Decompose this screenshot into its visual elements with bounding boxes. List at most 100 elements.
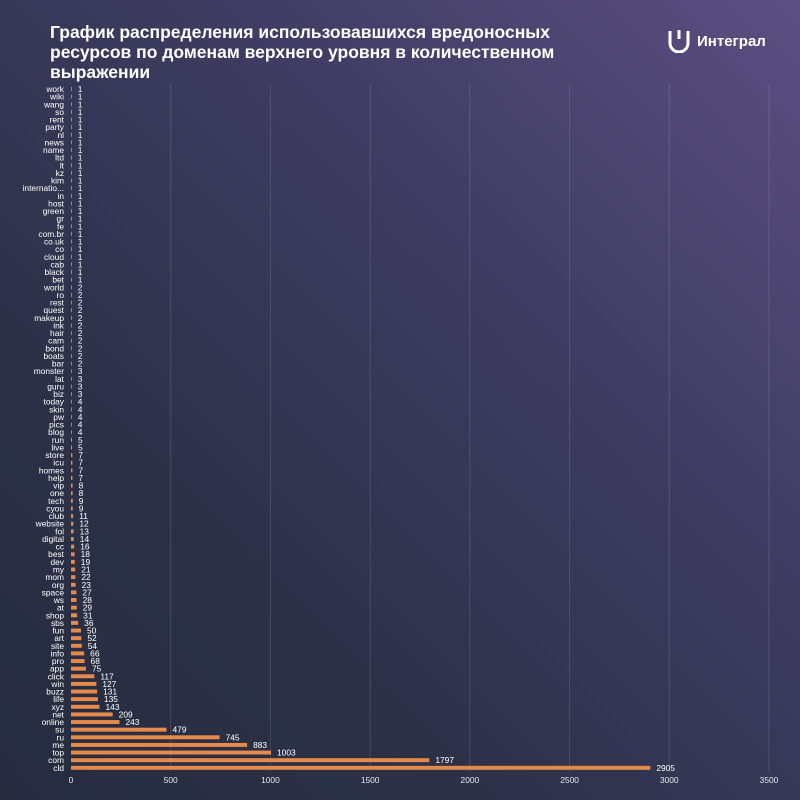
category-label: fun — [52, 626, 64, 636]
category-label: ink — [53, 320, 65, 330]
category-label: rent — [50, 115, 65, 125]
value-label: 7 — [78, 458, 83, 468]
value-label: 209 — [119, 709, 133, 719]
value-label: 479 — [173, 725, 187, 735]
value-label: 12 — [79, 519, 89, 529]
category-label: quest — [44, 305, 65, 315]
value-label: 36 — [84, 618, 94, 628]
value-label: 1 — [78, 122, 83, 132]
value-label: 29 — [83, 603, 93, 613]
category-label: work — [45, 84, 64, 94]
category-label: bet — [52, 275, 64, 285]
bar — [71, 430, 72, 435]
value-label: 8 — [79, 488, 84, 498]
category-label: dev — [50, 557, 64, 567]
category-label: mom — [45, 572, 64, 582]
bar — [71, 308, 72, 313]
value-label: 4 — [78, 404, 83, 414]
category-label: makeup — [34, 313, 64, 323]
bar — [71, 399, 72, 404]
bar — [71, 437, 72, 442]
value-label: 1 — [78, 115, 83, 125]
bar — [71, 102, 72, 107]
bar — [71, 292, 72, 297]
value-label: 1797 — [435, 755, 454, 765]
value-label: 7 — [78, 473, 83, 483]
value-label: 28 — [83, 595, 93, 605]
bar — [71, 353, 72, 358]
bar — [71, 468, 73, 473]
category-label: fe — [57, 221, 64, 231]
bar — [71, 414, 72, 419]
bar — [71, 537, 74, 541]
category-label: com — [48, 755, 64, 765]
category-label: ws — [53, 595, 64, 605]
value-label: 5 — [78, 442, 83, 452]
category-label: digital — [42, 534, 64, 544]
category-label: ltd — [55, 153, 64, 163]
value-label: 4 — [78, 412, 83, 422]
x-tick-label: 500 — [164, 775, 178, 785]
value-label: 54 — [88, 641, 98, 651]
grid-lines — [170, 84, 770, 772]
value-label: 2 — [78, 343, 83, 353]
bar — [71, 87, 72, 91]
value-label: 1 — [78, 160, 83, 170]
bar — [71, 498, 73, 503]
category-label: cc — [56, 542, 64, 552]
bar — [71, 552, 75, 557]
value-label: 2 — [78, 290, 83, 300]
bar — [71, 140, 72, 145]
value-label: 1 — [78, 191, 83, 201]
category-label: shop — [46, 610, 65, 620]
category-label: live — [51, 442, 64, 452]
bar — [71, 117, 72, 122]
bar — [71, 277, 72, 282]
brand-logo: Интеграл — [667, 29, 766, 53]
value-label: 1 — [78, 137, 83, 147]
value-labels: 1111111111111111111111111122222222222333… — [78, 84, 676, 773]
bar — [71, 727, 167, 732]
bar — [71, 422, 72, 427]
value-label: 1 — [78, 145, 83, 155]
category-label: rest — [50, 298, 65, 308]
value-label: 9 — [79, 496, 84, 506]
bar — [71, 346, 72, 351]
bar — [71, 163, 72, 168]
value-label: 52 — [87, 633, 97, 643]
x-tick-label: 2500 — [560, 775, 579, 785]
category-label: cab — [50, 259, 64, 269]
category-label: host — [48, 198, 65, 208]
bar — [71, 132, 72, 137]
bar — [71, 262, 72, 267]
bar — [71, 491, 73, 496]
category-label: kim — [51, 176, 64, 186]
value-label: 2 — [78, 320, 83, 330]
bar — [71, 613, 78, 618]
chart-title: График распределения использовавшихся вр… — [50, 22, 555, 82]
value-label: 66 — [90, 648, 100, 658]
value-label: 2 — [78, 282, 83, 292]
x-tick-label: 3500 — [760, 775, 779, 785]
bar — [71, 750, 272, 755]
value-label: 1 — [78, 206, 83, 216]
value-label: 1 — [78, 107, 83, 117]
category-label: nl — [57, 130, 64, 140]
bar — [71, 544, 75, 549]
category-label: co — [55, 244, 64, 254]
value-label: 1 — [78, 267, 83, 277]
category-label: cloud — [44, 252, 64, 262]
bar — [71, 765, 651, 770]
x-tick-label: 1000 — [261, 775, 280, 785]
bar — [71, 704, 100, 709]
value-label: 3 — [78, 374, 83, 384]
value-label: 18 — [81, 549, 91, 559]
value-label: 1 — [78, 198, 83, 208]
category-label: help — [48, 473, 64, 483]
bar — [71, 209, 72, 214]
value-label: 13 — [80, 526, 90, 536]
value-label: 3 — [78, 381, 83, 391]
value-label: 1 — [78, 252, 83, 262]
category-label: site — [51, 641, 64, 651]
